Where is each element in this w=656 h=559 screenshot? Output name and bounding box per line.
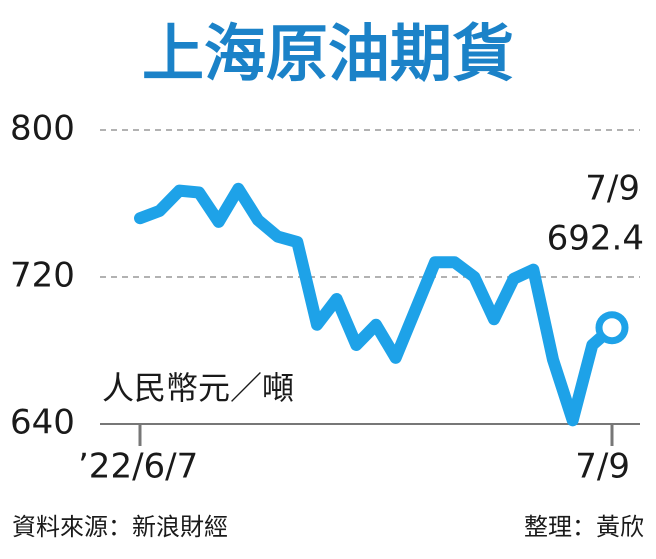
chart-title: 上海原油期貨	[142, 17, 514, 90]
y-axis-label: 人民幣元／噸	[102, 369, 294, 407]
y-tick-label: 640	[10, 403, 75, 443]
y-tick-label: 720	[10, 256, 75, 296]
editor: 整理：黃欣	[524, 513, 644, 541]
x-tick-label: 7/9	[575, 447, 630, 487]
end-date-label: 7/9	[585, 169, 640, 209]
end-marker	[595, 311, 629, 345]
end-value-label: 692.4	[547, 219, 644, 259]
data-line	[134, 182, 618, 427]
x-tick-label: ’22/6/7	[78, 447, 198, 487]
y-tick-label: 800	[10, 109, 75, 149]
source: 資料來源：新浪財經	[12, 513, 228, 541]
